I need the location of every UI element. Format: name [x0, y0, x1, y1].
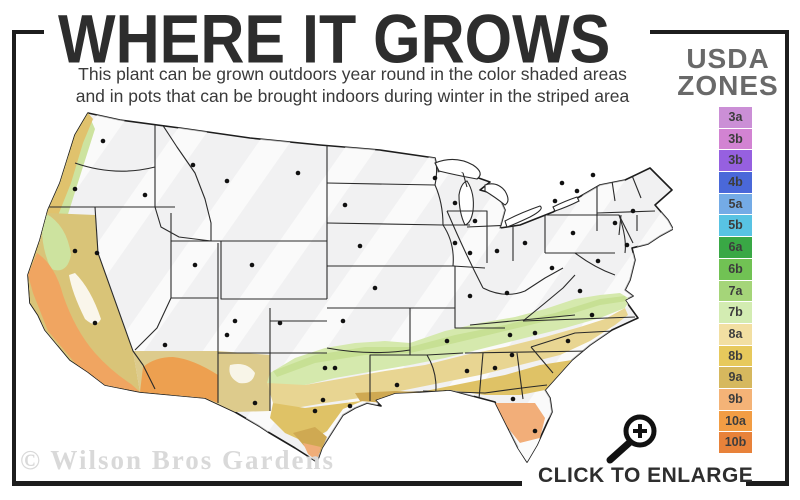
- frame-bottom-right-dash: [746, 481, 789, 486]
- zone-chip: 10a: [719, 410, 752, 432]
- zone-label: 9b: [728, 391, 743, 406]
- us-map: [27, 112, 673, 463]
- state-borders: [45, 119, 656, 411]
- zone-label: 10a: [725, 413, 746, 428]
- page-title: WHERE IT GROWS: [58, 1, 611, 78]
- zone-chip: 10b: [719, 432, 752, 453]
- zone-label: 3b: [728, 131, 743, 146]
- zone-label: 5b: [728, 218, 743, 233]
- zone-chip: 6b: [719, 258, 752, 280]
- lake-erie: [504, 205, 542, 228]
- subtitle-line-1: This plant can be grown outdoors year ro…: [78, 64, 627, 84]
- zone-chip: 7a: [719, 280, 752, 302]
- lake-ontario: [552, 196, 580, 212]
- zone-chip: 3a: [719, 107, 752, 128]
- legend-heading-line2: ZONES: [677, 70, 779, 101]
- zone-label: 7b: [728, 305, 743, 320]
- striped-overlay: [28, 113, 673, 462]
- frame-bottom-left: [12, 481, 522, 486]
- frame-top-left-stub: [12, 30, 44, 34]
- zone-chip: 8a: [719, 323, 752, 345]
- frame-right: [785, 30, 789, 485]
- lake-superior: [434, 158, 481, 180]
- zone-label: 6a: [728, 240, 743, 255]
- zone-chip: 3b: [719, 128, 752, 150]
- zone-label: 4b: [728, 175, 743, 190]
- zone-label: 6b: [728, 261, 743, 276]
- click-to-enlarge-label[interactable]: CLICK TO ENLARGE: [538, 464, 754, 487]
- zone-chip: 5b: [719, 215, 752, 237]
- zone-chip: 4b: [719, 172, 752, 193]
- zone-chip: 8b: [719, 345, 752, 367]
- zone-label: 3b: [728, 153, 743, 168]
- zone-chip: 3b: [719, 150, 752, 172]
- subtitle: This plant can be grown outdoors year ro…: [40, 63, 665, 107]
- zone-label: 8b: [728, 348, 743, 363]
- lake-huron: [484, 183, 509, 206]
- zone-chip: 9a: [719, 367, 752, 388]
- zone-label: 8a: [728, 326, 743, 341]
- legend-heading-line1: USDA: [686, 43, 770, 74]
- usda-zones-legend: USDA ZONES 3a 3b 3b 4b 5a 5b 6a 6b: [675, 43, 781, 453]
- watermark: © Wilson Bros Gardens: [20, 445, 335, 475]
- zone-chip-list: 3a 3b 3b 4b 5a 5b 6a 6b 7a 7b: [719, 107, 752, 453]
- frame-top-right: [650, 30, 789, 34]
- zone-chip: 5a: [719, 193, 752, 215]
- zone-label: 9a: [728, 370, 743, 385]
- zone-chip: 6a: [719, 237, 752, 258]
- legend-heading: USDA ZONES: [675, 43, 781, 101]
- zone-label: 3a: [728, 110, 743, 124]
- zone-label: 7a: [728, 283, 743, 298]
- zone-chip: 7b: [719, 302, 752, 323]
- subtitle-line-2: and in pots that can be brought indoors …: [75, 86, 630, 106]
- frame-left: [12, 30, 16, 485]
- magnifier-zoom-icon[interactable]: [602, 413, 664, 465]
- zone-chip: 9b: [719, 388, 752, 410]
- zone-label: 10b: [724, 435, 747, 450]
- city-dots: [72, 138, 636, 434]
- zone-label: 5a: [728, 196, 743, 211]
